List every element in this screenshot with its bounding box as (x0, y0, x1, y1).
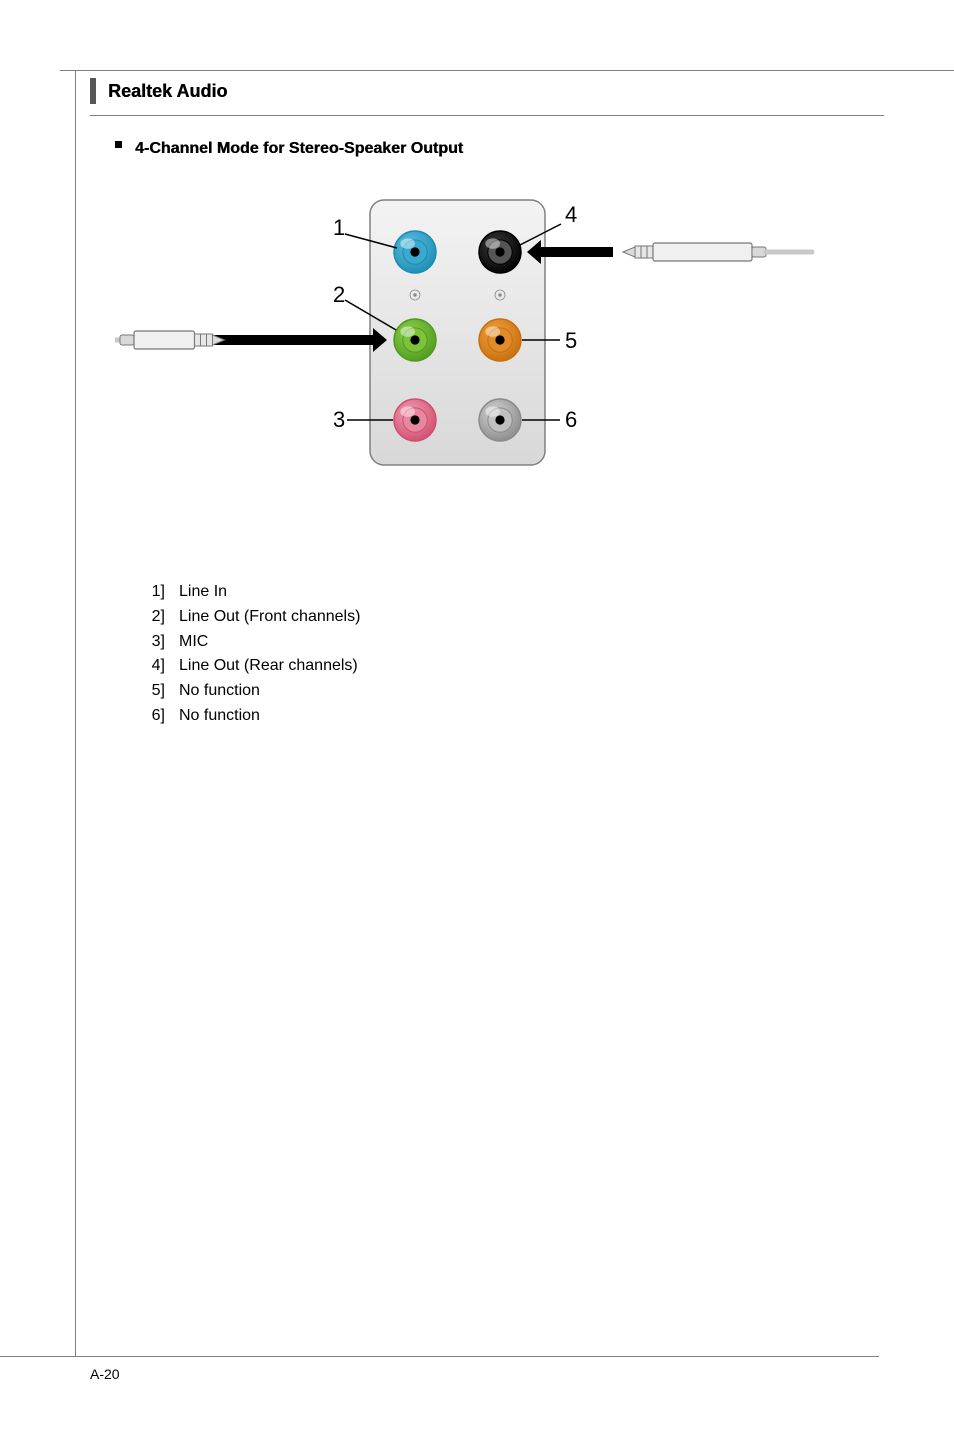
legend-item: 4] Line Out (Rear channels) (135, 654, 360, 679)
page-border-bottom (0, 1356, 879, 1357)
legend-item-number: 6] (135, 704, 165, 729)
audio-jack-4 (479, 231, 521, 273)
audio-jack-5 (479, 319, 521, 361)
page-border-top (60, 70, 954, 71)
audio-jack-3 (394, 399, 436, 441)
page-number: A-20 (90, 1366, 120, 1382)
legend-item: 1] Line In (135, 580, 360, 605)
audio-jack-1 (394, 231, 436, 273)
svg-text:1: 1 (333, 215, 345, 240)
legend-item: 5] No function (135, 679, 360, 704)
page-border-left (75, 70, 76, 1357)
legend-item: 3] MIC (135, 630, 360, 655)
legend-item-number: 2] (135, 605, 165, 630)
header-underline (90, 115, 884, 116)
legend-item: 2] Line Out (Front channels) (135, 605, 360, 630)
svg-text:6: 6 (565, 407, 577, 432)
section-header: Realtek Audio (90, 78, 227, 104)
subheading: 4-Channel Mode for Stereo-Speaker Output (135, 140, 463, 158)
legend-item-text: Line Out (Rear channels) (179, 654, 358, 679)
legend-item-text: MIC (179, 630, 208, 655)
section-title: Realtek Audio (108, 81, 227, 102)
legend-item: 6] No function (135, 704, 360, 729)
audio-jack-6 (479, 399, 521, 441)
audio-jack-diagram: 1 2 3 4 5 6 (115, 190, 835, 480)
legend-item-number: 5] (135, 679, 165, 704)
legend-item-number: 3] (135, 630, 165, 655)
svg-text:5: 5 (565, 328, 577, 353)
header-accent-bar (90, 78, 96, 104)
legend-item-text: Line In (179, 580, 227, 605)
svg-text:4: 4 (565, 202, 577, 227)
bullet-icon (115, 141, 122, 148)
svg-text:2: 2 (333, 282, 345, 307)
jack-legend: 1] Line In 2] Line Out (Front channels) 3] MI… (135, 580, 360, 729)
legend-item-text: No function (179, 679, 260, 704)
legend-item-number: 1] (135, 580, 165, 605)
plug-right-icon (623, 243, 812, 261)
legend-item-text: No function (179, 704, 260, 729)
audio-jack-2 (394, 319, 436, 361)
manual-page: Realtek Audio 4-Channel Mode for Stereo-… (0, 0, 954, 1432)
svg-text:3: 3 (333, 407, 345, 432)
plug-left-icon (115, 331, 225, 349)
legend-item-number: 4] (135, 654, 165, 679)
legend-item-text: Line Out (Front channels) (179, 605, 360, 630)
